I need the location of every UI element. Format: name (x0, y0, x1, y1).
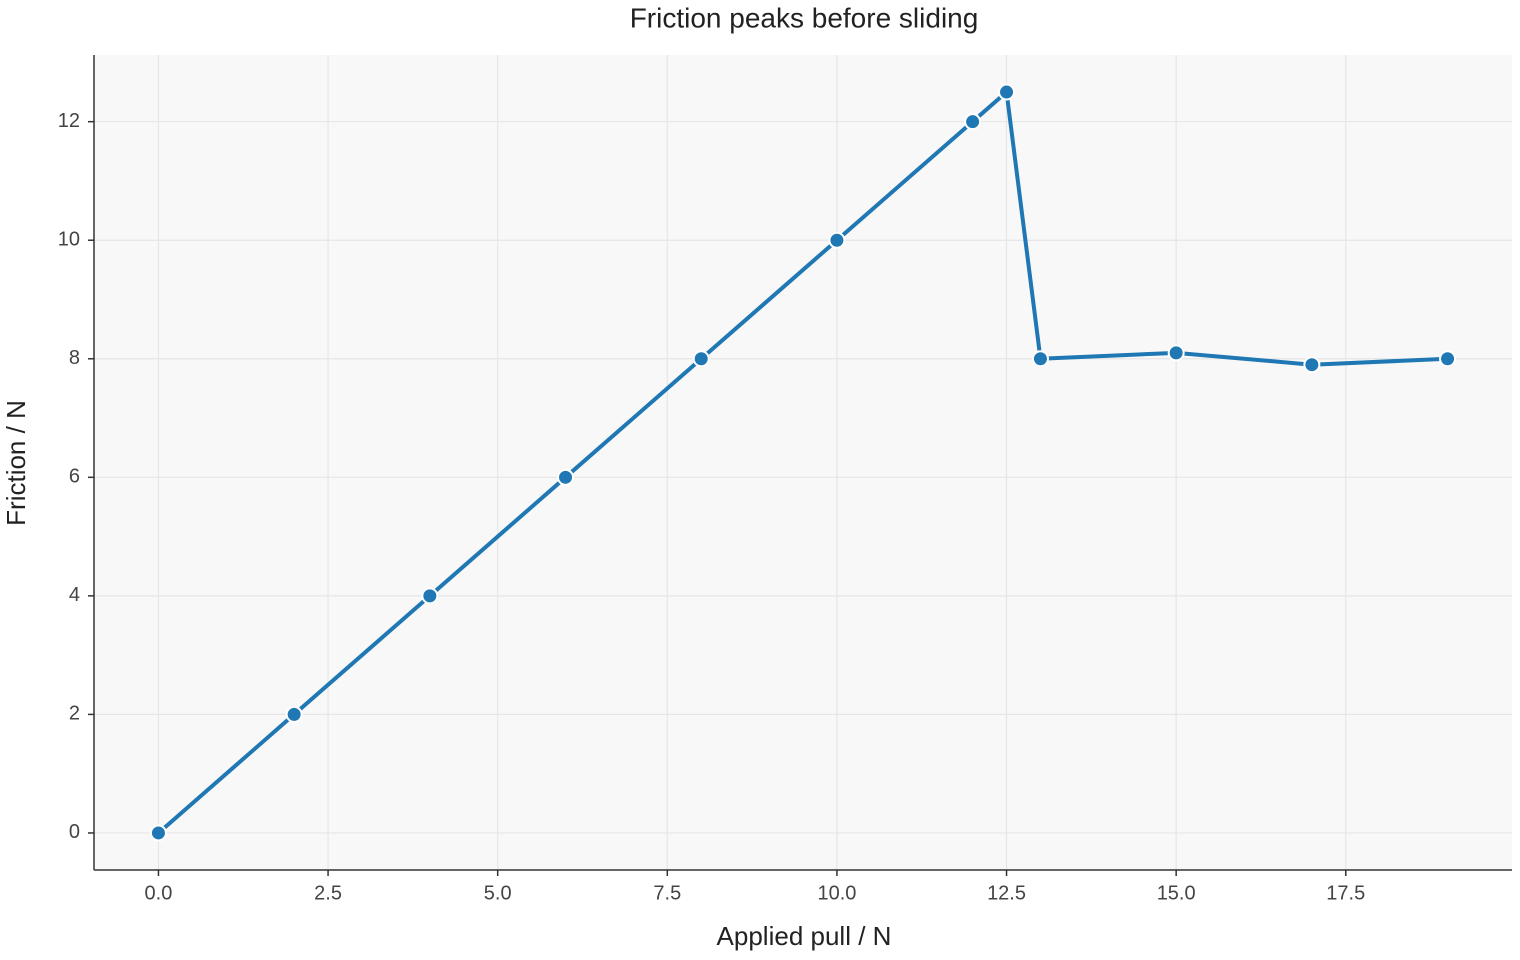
x-tick-label: 10.0 (817, 882, 856, 904)
x-tick-label: 17.5 (1326, 882, 1365, 904)
y-tick-label: 8 (69, 347, 80, 369)
data-point (285, 705, 303, 723)
x-tick-label: 0.0 (145, 882, 173, 904)
y-tick-label: 10 (58, 229, 80, 251)
plot-area (94, 55, 1512, 870)
x-tick-label: 2.5 (314, 882, 342, 904)
y-tick-label: 0 (69, 821, 80, 843)
data-point (1031, 350, 1049, 368)
data-point (1303, 356, 1321, 374)
series-line (157, 90, 1448, 835)
chart-title: Friction peaks before sliding (630, 2, 979, 33)
data-point (557, 468, 575, 486)
x-tick-label: 15.0 (1157, 882, 1196, 904)
data-point (998, 83, 1016, 101)
data-point (149, 824, 167, 842)
y-tick-label: 6 (69, 466, 80, 488)
x-axis-label: Applied pull / N (717, 921, 892, 951)
data-point (692, 350, 710, 368)
y-axis-label: Friction / N (1, 400, 31, 526)
data-point (1167, 344, 1185, 362)
y-tick-label: 2 (69, 703, 80, 725)
data-point (964, 113, 982, 131)
x-tick-label: 7.5 (653, 882, 681, 904)
data-point (1439, 350, 1457, 368)
data-point (421, 587, 439, 605)
y-tick-label: 4 (69, 584, 80, 606)
y-tick-label: 12 (58, 110, 80, 132)
x-tick-label: 5.0 (484, 882, 512, 904)
x-tick-label: 12.5 (987, 882, 1026, 904)
data-point (828, 231, 846, 249)
